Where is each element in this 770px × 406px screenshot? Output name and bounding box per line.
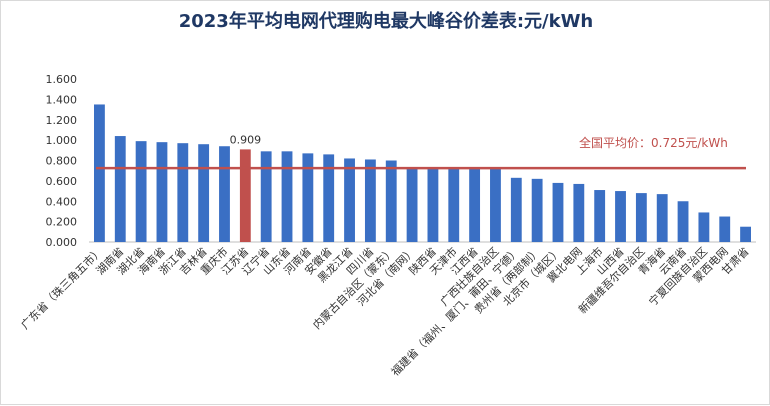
bar	[94, 104, 105, 242]
bar	[677, 201, 689, 242]
y-tick-label: 0.800	[46, 155, 78, 168]
bar	[219, 146, 230, 242]
bar	[385, 160, 397, 242]
bar	[198, 144, 210, 242]
bar	[573, 183, 585, 242]
y-tick-label: 0.200	[46, 216, 78, 229]
bar	[615, 191, 626, 242]
bar	[177, 143, 189, 242]
bar	[448, 167, 460, 242]
bar	[740, 226, 751, 242]
bar	[698, 212, 710, 242]
bar	[364, 159, 376, 242]
bar	[635, 193, 647, 242]
category-label: 广东省（珠三角五市）	[18, 244, 106, 332]
bar	[594, 190, 606, 242]
chart-title: 2023年平均电网代理购电最大峰谷价差表:元/kWh	[178, 11, 594, 32]
bar	[656, 194, 668, 242]
bar	[344, 158, 355, 242]
bar	[719, 216, 731, 242]
y-tick-label: 0.600	[46, 175, 78, 188]
bar	[302, 153, 314, 242]
bar	[531, 178, 543, 242]
bar	[260, 151, 272, 242]
y-tick-label: 1.600	[46, 73, 78, 86]
y-tick-label: 1.200	[46, 114, 78, 127]
bar	[239, 149, 251, 242]
y-tick-label: 0.000	[46, 236, 78, 249]
bar	[510, 177, 522, 242]
bar	[323, 154, 335, 242]
y-tick-label: 1.400	[46, 93, 78, 106]
y-tick-label: 0.400	[46, 195, 78, 208]
data-label: 0.909	[230, 133, 262, 146]
bar	[490, 168, 501, 242]
bar	[114, 136, 126, 242]
bar	[427, 167, 439, 242]
bar	[281, 151, 293, 242]
average-label: 全国平均价：0.725元/kWh	[579, 135, 728, 150]
bar	[135, 141, 147, 242]
bar	[406, 167, 418, 242]
bar	[469, 168, 481, 242]
bar	[552, 182, 564, 242]
bar	[156, 142, 168, 242]
y-tick-label: 1.000	[46, 134, 78, 147]
